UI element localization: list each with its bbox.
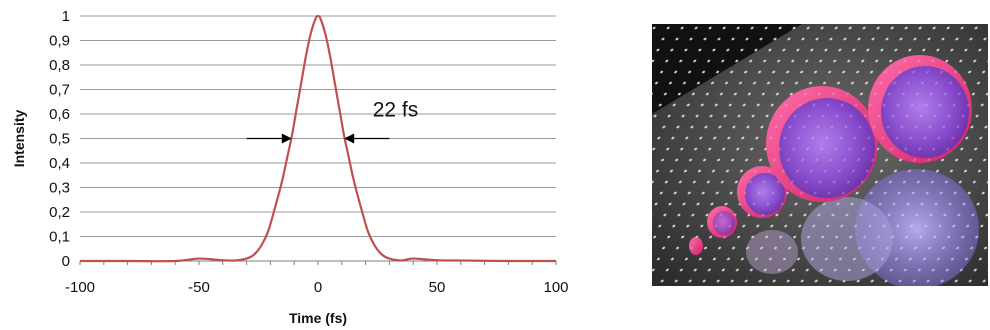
y-tick-label: 0,2 (49, 204, 70, 221)
grid-lines (80, 15, 556, 262)
x-tick-labels: -100 -50 0 50 100 (65, 279, 569, 296)
fwhm-label: 22 fs (373, 98, 419, 121)
y-tick-label: 0,9 (49, 33, 70, 50)
mirrors-photo-graphic (652, 24, 988, 286)
y-tick-label: 0,8 (49, 57, 70, 74)
x-tick-label: 50 (429, 279, 446, 296)
x-tick-label: -100 (65, 279, 95, 296)
y-tick-label: 0,6 (49, 106, 70, 123)
y-tick-label: 0,1 (49, 229, 70, 246)
y-tick-label: 0,5 (49, 131, 70, 148)
y-tick-label: 0,3 (49, 180, 70, 197)
mirrors-photo (652, 24, 988, 286)
x-tick-label: 0 (314, 279, 322, 296)
y-axis-title: Intensity (11, 110, 27, 168)
y-tick-label: 1 (62, 8, 70, 25)
x-tick-label: -50 (188, 279, 210, 296)
y-tick-label: 0,7 (49, 82, 70, 99)
series-line (80, 14, 557, 263)
chart: 0 0,1 0,2 0,3 0,4 0,5 0,6 0,7 0,8 0,9 1 -100 -50 0 50… (11, 8, 569, 326)
y-tick-label: 0,4 (49, 155, 70, 172)
y-tick-label: 0 (62, 253, 70, 270)
fwhm-annotation: 22 fs (246, 98, 419, 144)
arrowhead-left (281, 133, 292, 144)
arrowhead-right (344, 133, 355, 144)
x-axis-title: Time (fs) (289, 310, 347, 326)
x-tick-label: 100 (543, 279, 568, 296)
y-tick-labels: 0 0,1 0,2 0,3 0,4 0,5 0,6 0,7 0,8 0,9 1 (49, 8, 70, 270)
